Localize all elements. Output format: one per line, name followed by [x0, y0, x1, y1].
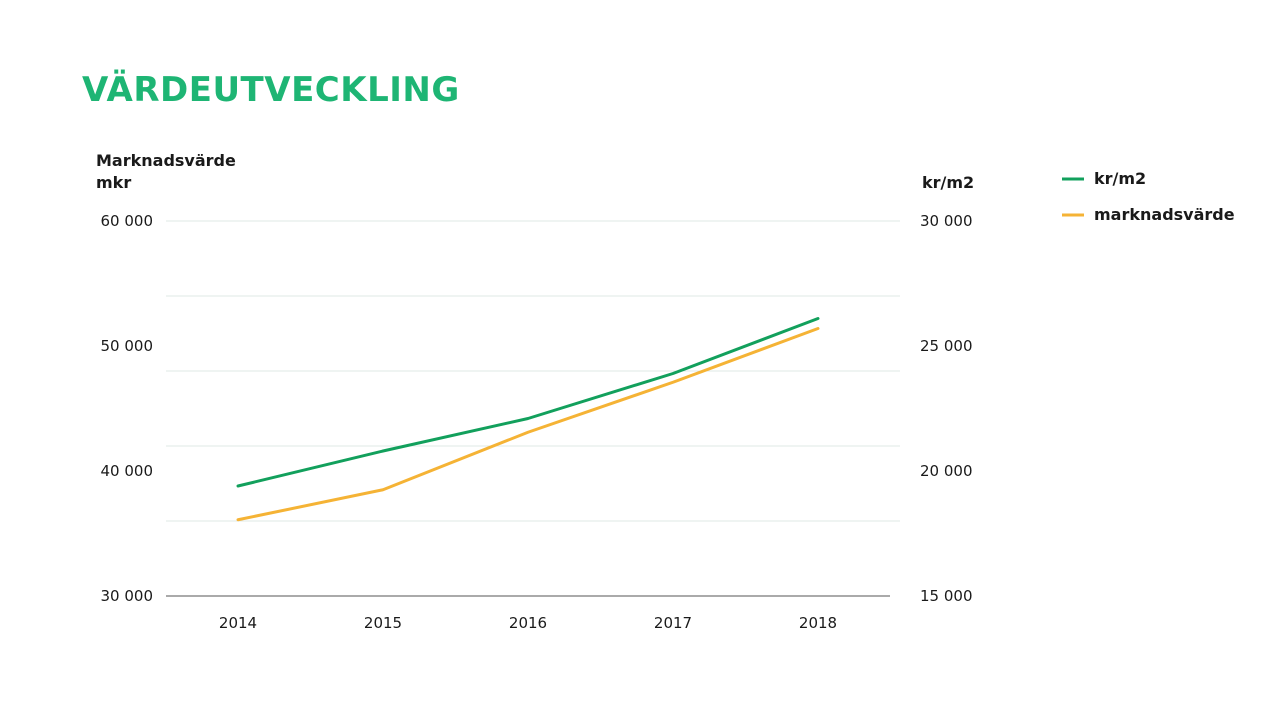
legend: kr/m2 marknadsvärde: [1062, 169, 1235, 224]
series-line-kr-m2: [236, 317, 820, 488]
x-tick-label: 2015: [364, 614, 402, 632]
right-tick-label: 25 000: [920, 337, 973, 355]
right-tick-label: 20 000: [920, 462, 973, 480]
left-tick-label: 50 000: [101, 337, 154, 355]
right-tick-label: 30 000: [920, 212, 973, 230]
x-tick-label: 2018: [799, 614, 837, 632]
gridlines: [166, 220, 900, 522]
x-tick-label: 2016: [509, 614, 547, 632]
series-lines: [236, 317, 820, 522]
left-tick-label: 60 000: [101, 212, 154, 230]
right-axis-ticks: 15 000 20 000 25 000 30 000: [920, 212, 973, 605]
left-tick-label: 30 000: [101, 587, 154, 605]
left-axis-ticks: 30 000 40 000 50 000 60 000: [101, 212, 154, 605]
x-tick-label: 2017: [654, 614, 692, 632]
right-axis-title: kr/m2: [922, 173, 974, 192]
left-axis-title-line2: mkr: [96, 173, 131, 192]
right-tick-label: 15 000: [920, 587, 973, 605]
left-tick-label: 40 000: [101, 462, 154, 480]
series-line-marknadsvarde: [236, 327, 820, 522]
x-tick-label: 2014: [219, 614, 257, 632]
legend-label-kr-m2: kr/m2: [1094, 169, 1146, 188]
legend-label-marknadsvarde: marknadsvärde: [1094, 205, 1235, 224]
x-axis-ticks: 2014 2015 2016 2017 2018: [219, 614, 837, 632]
page-title: VÄRDEUTVECKLING: [82, 70, 460, 110]
left-axis-title-line1: Marknadsvärde: [96, 151, 236, 170]
